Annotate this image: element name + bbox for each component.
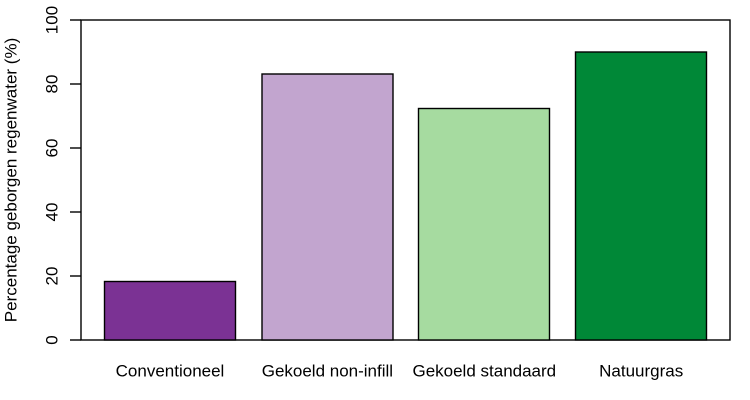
- svg-text:Conventioneel: Conventioneel: [116, 362, 225, 381]
- svg-text:60: 60: [43, 139, 62, 158]
- svg-text:Gekoeld non-infill: Gekoeld non-infill: [262, 362, 393, 381]
- svg-text:20: 20: [43, 267, 62, 286]
- svg-text:Natuurgras: Natuurgras: [599, 362, 683, 381]
- svg-text:40: 40: [43, 203, 62, 222]
- svg-text:Gekoeld standaard: Gekoeld standaard: [412, 362, 556, 381]
- svg-text:Percentage geborgen regenwater: Percentage geborgen regenwater (%): [2, 38, 21, 322]
- svg-text:100: 100: [43, 6, 62, 34]
- svg-text:0: 0: [43, 335, 62, 344]
- svg-text:80: 80: [43, 75, 62, 94]
